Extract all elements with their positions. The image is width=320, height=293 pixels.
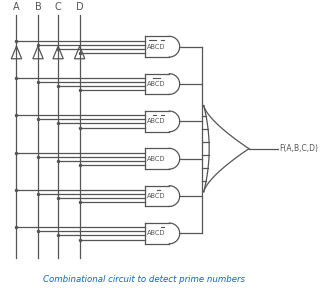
Text: C: C	[55, 2, 61, 12]
Text: ABCD: ABCD	[147, 156, 165, 162]
Text: ABCD: ABCD	[147, 44, 165, 50]
Text: F(A,B,C,D): F(A,B,C,D)	[279, 144, 318, 153]
Text: ABCD: ABCD	[147, 118, 165, 125]
Text: ABCD: ABCD	[147, 230, 165, 236]
Text: A: A	[13, 2, 20, 12]
Text: B: B	[35, 2, 41, 12]
Text: ABCD: ABCD	[147, 193, 165, 199]
Text: D: D	[76, 2, 84, 12]
Text: Combinational circuit to detect prime numbers: Combinational circuit to detect prime nu…	[43, 275, 245, 284]
Text: ABCD: ABCD	[147, 81, 165, 87]
